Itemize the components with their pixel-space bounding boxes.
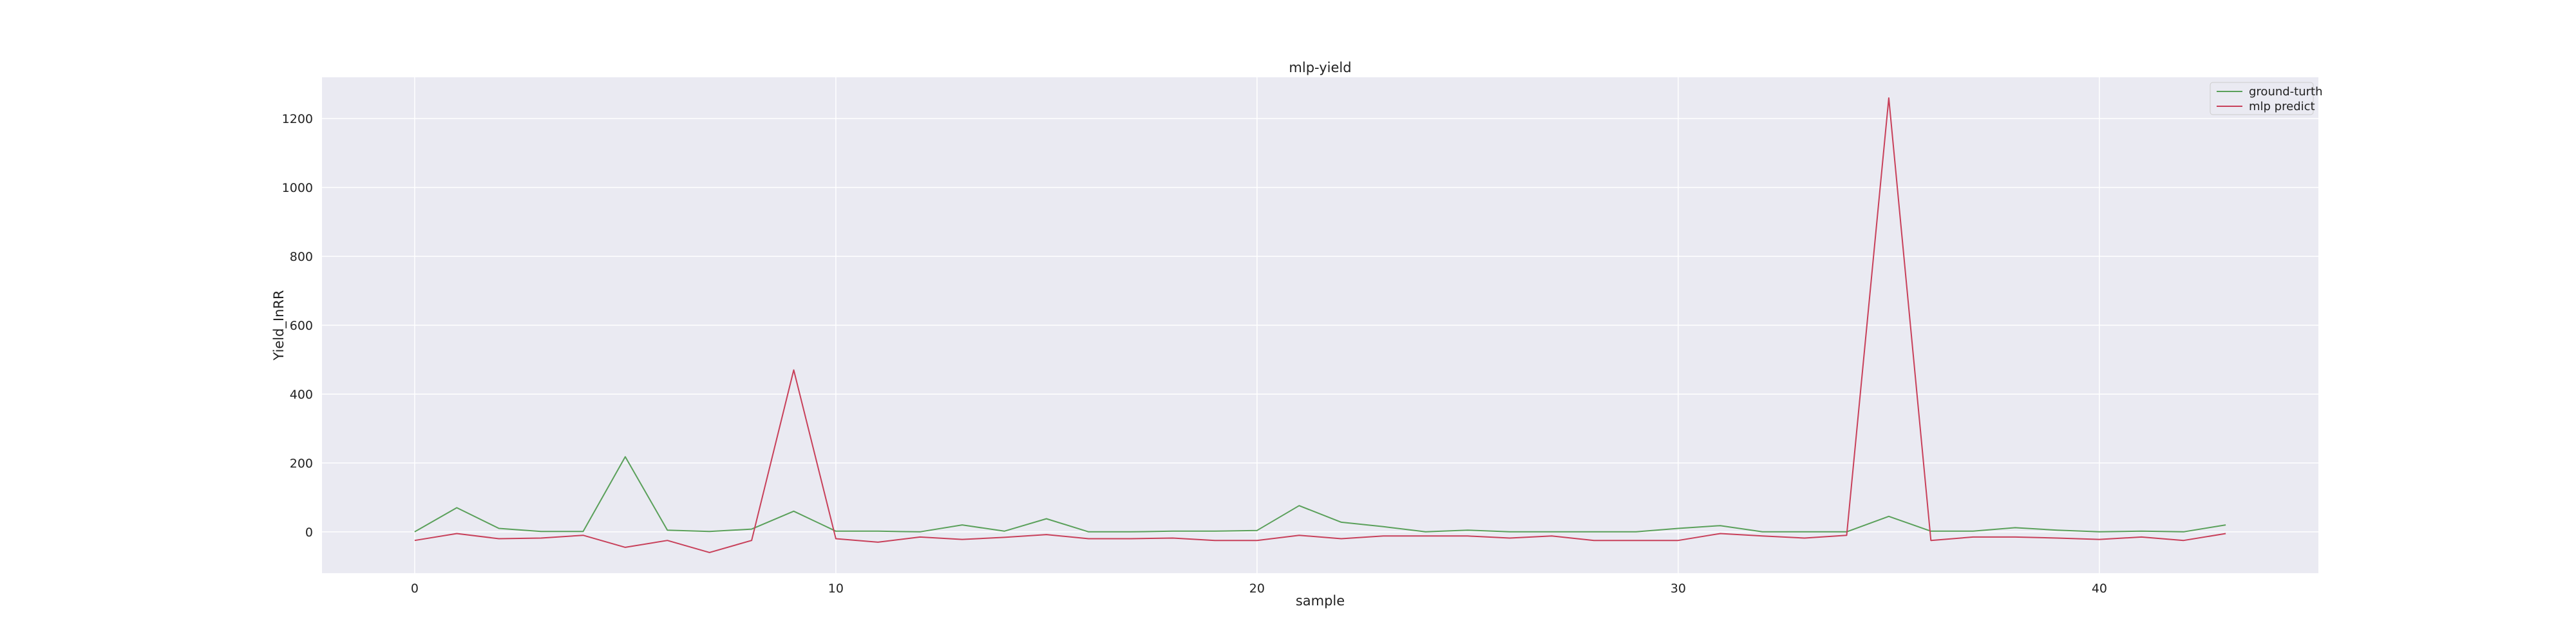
x-tick-label: 30 [1671,582,1686,596]
y-tick-label: 200 [290,457,313,471]
y-tick-label: 0 [305,526,313,540]
x-tick-label: 0 [411,582,419,596]
y-tick-label: 600 [290,319,313,333]
y-tick-label: 1000 [282,181,313,195]
y-axis-title: Yield_InRR [271,290,287,361]
grid [322,77,2318,573]
chart-title: mlp-yield [1289,60,1351,75]
x-tick-label: 10 [828,582,844,596]
legend: ground-turth mlp predict [2210,82,2323,115]
legend-label-mlp-predict: mlp predict [2249,100,2315,113]
y-tick-label: 800 [290,250,313,264]
series-layer [414,97,2226,553]
x-axis-title: sample [1296,593,1345,609]
legend-label-ground-turth: ground-turth [2249,85,2323,99]
y-tick-label: 1200 [282,112,313,126]
y-tick-label: 400 [290,388,313,402]
x-tick-label: 20 [1249,582,1265,596]
x-tick-label: 40 [2092,582,2107,596]
series-line-ground-turth [414,456,2226,533]
series-line-mlp-predict [414,97,2226,553]
